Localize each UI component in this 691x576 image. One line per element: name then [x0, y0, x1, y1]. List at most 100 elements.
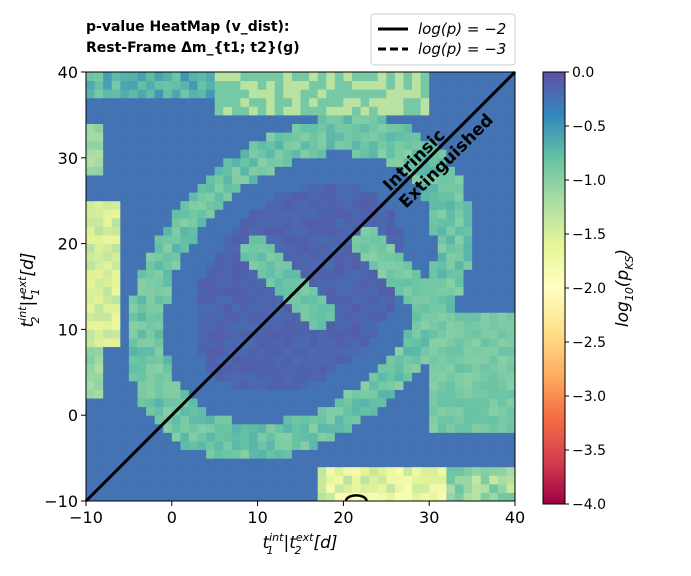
heatmap-cell — [274, 252, 284, 262]
heatmap-cell — [291, 277, 301, 287]
heatmap-cell — [197, 346, 207, 356]
heatmap-cell — [86, 329, 96, 339]
heatmap-cell — [489, 483, 499, 493]
heatmap-cell — [120, 114, 130, 124]
heatmap-cell — [146, 260, 156, 270]
heatmap-cell — [206, 458, 216, 468]
heatmap-cell — [291, 389, 301, 399]
heatmap-cell — [188, 372, 199, 382]
heatmap-cell — [94, 226, 104, 236]
heatmap-cell — [180, 440, 190, 451]
heatmap-cell — [472, 483, 482, 493]
heatmap-cell — [309, 174, 319, 185]
heatmap-cell — [240, 183, 250, 193]
heatmap-cell — [249, 114, 259, 124]
heatmap-cell — [231, 106, 241, 116]
heatmap-cell — [472, 398, 482, 408]
heatmap-cell — [163, 329, 173, 339]
heatmap-cell — [497, 209, 507, 219]
heatmap-cell — [334, 209, 344, 219]
heatmap-cell — [291, 140, 301, 150]
heatmap-cell — [86, 320, 96, 330]
heatmap-cell — [163, 269, 173, 279]
heatmap-cell — [480, 200, 490, 210]
heatmap-cell — [343, 346, 353, 356]
heatmap-cell — [480, 217, 490, 227]
heatmap-cell — [128, 72, 138, 82]
heatmap-cell — [472, 140, 482, 150]
heatmap-cell — [506, 363, 515, 373]
heatmap-cell — [214, 449, 224, 459]
heatmap-cell — [429, 355, 439, 365]
heatmap-cell — [103, 72, 113, 82]
heatmap-cell — [103, 217, 113, 227]
x-tick-label: 30 — [419, 508, 439, 527]
heatmap-cell — [197, 277, 207, 287]
heatmap-cell — [497, 406, 507, 416]
heatmap-cell — [506, 217, 515, 227]
x-tick-label: −10 — [69, 508, 103, 527]
heatmap-cell — [154, 432, 164, 442]
heatmap-cell — [240, 97, 250, 107]
heatmap-cell — [420, 252, 430, 262]
heatmap-cell — [197, 440, 207, 451]
heatmap-cell — [266, 260, 276, 270]
heatmap-cell — [429, 466, 439, 476]
heatmap-cell — [446, 406, 456, 416]
heatmap-cell — [163, 183, 173, 193]
heatmap-cell — [334, 226, 344, 236]
heatmap-cell — [103, 363, 113, 373]
heatmap-cell — [240, 355, 250, 365]
heatmap-cell — [128, 80, 138, 90]
heatmap-cell — [231, 243, 241, 253]
heatmap-cell — [343, 303, 353, 313]
heatmap-cell — [454, 183, 465, 193]
colorbar-tick-label: −3.0 — [572, 389, 606, 405]
heatmap-cell — [454, 277, 465, 287]
heatmap-cell — [394, 483, 404, 493]
heatmap-cell — [223, 235, 233, 245]
heatmap-cell — [206, 260, 216, 270]
heatmap-cell — [454, 389, 465, 399]
heatmap-cell — [429, 312, 439, 322]
heatmap-cell — [266, 192, 276, 202]
heatmap-cell — [317, 415, 327, 425]
heatmap-cell — [214, 312, 224, 322]
heatmap-cell — [154, 123, 164, 133]
heatmap-cell — [291, 372, 301, 382]
heatmap-cell — [394, 200, 404, 210]
heatmap-cell — [403, 440, 413, 451]
heatmap-cell — [506, 80, 515, 90]
heatmap-cell — [480, 243, 490, 253]
heatmap-cell — [334, 312, 344, 322]
heatmap-cell — [326, 235, 336, 245]
heatmap-cell — [231, 458, 241, 468]
heatmap-cell — [103, 243, 113, 253]
heatmap-cell — [343, 406, 353, 416]
heatmap-cell — [497, 226, 507, 236]
heatmap-cell — [497, 106, 507, 116]
heatmap-cell — [137, 423, 147, 433]
heatmap-cell — [334, 89, 344, 99]
heatmap-cell — [343, 337, 353, 348]
heatmap-cell — [223, 183, 233, 193]
heatmap-cell — [326, 140, 336, 150]
heatmap-cell — [454, 406, 465, 416]
heatmap-cell — [214, 243, 224, 253]
heatmap-cell — [343, 200, 353, 210]
heatmap-cell — [334, 380, 344, 390]
heatmap-cell — [454, 174, 465, 185]
colorbar-label: log10(pKS) — [613, 249, 636, 327]
heatmap-cell — [326, 123, 336, 133]
heatmap-cell — [231, 432, 241, 442]
heatmap-cell — [351, 355, 362, 365]
heatmap-cell — [480, 432, 490, 442]
heatmap-cell — [412, 380, 422, 390]
heatmap-cell — [163, 97, 173, 107]
heatmap-cell — [437, 449, 447, 459]
heatmap-cell — [412, 466, 422, 476]
heatmap-cell — [386, 260, 396, 270]
heatmap-cell — [472, 475, 482, 485]
heatmap-cell — [420, 183, 430, 193]
